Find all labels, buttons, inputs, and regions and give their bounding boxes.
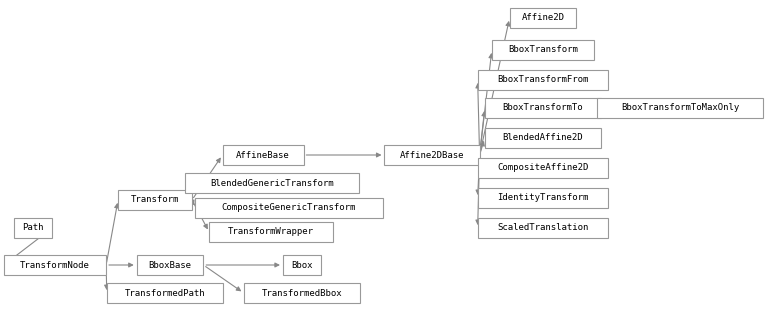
FancyBboxPatch shape: [478, 158, 608, 178]
FancyBboxPatch shape: [107, 283, 223, 303]
Text: TransformWrapper: TransformWrapper: [228, 228, 314, 237]
Text: AffineBase: AffineBase: [236, 151, 290, 160]
FancyBboxPatch shape: [185, 173, 359, 193]
FancyBboxPatch shape: [243, 283, 360, 303]
Text: BlendedGenericTransform: BlendedGenericTransform: [210, 178, 334, 187]
Text: BboxTransform: BboxTransform: [508, 45, 578, 54]
FancyBboxPatch shape: [510, 8, 577, 28]
FancyBboxPatch shape: [209, 222, 333, 242]
Text: Affine2D: Affine2D: [521, 13, 564, 23]
FancyBboxPatch shape: [485, 128, 601, 148]
FancyBboxPatch shape: [478, 188, 608, 208]
FancyBboxPatch shape: [137, 255, 204, 275]
FancyBboxPatch shape: [14, 218, 52, 238]
Text: Transform: Transform: [131, 196, 179, 204]
Text: BboxTransformToMaxOnly: BboxTransformToMaxOnly: [621, 104, 739, 112]
Text: TransformNode: TransformNode: [20, 260, 90, 269]
Text: BlendedAffine2D: BlendedAffine2D: [503, 134, 584, 142]
Text: CompositeGenericTransform: CompositeGenericTransform: [222, 203, 356, 213]
FancyBboxPatch shape: [283, 255, 321, 275]
Text: CompositeAffine2D: CompositeAffine2D: [498, 163, 589, 172]
FancyBboxPatch shape: [195, 198, 382, 218]
FancyBboxPatch shape: [4, 255, 106, 275]
FancyBboxPatch shape: [385, 145, 479, 165]
Text: BboxTransformTo: BboxTransformTo: [503, 104, 584, 112]
Text: ScaledTranslation: ScaledTranslation: [498, 223, 589, 233]
Text: Path: Path: [22, 223, 44, 233]
FancyBboxPatch shape: [492, 40, 594, 60]
FancyBboxPatch shape: [597, 98, 763, 118]
Text: TransformedBbox: TransformedBbox: [262, 289, 343, 297]
Text: TransformedPath: TransformedPath: [124, 289, 205, 297]
Text: Bbox: Bbox: [291, 260, 313, 269]
FancyBboxPatch shape: [118, 190, 192, 210]
FancyBboxPatch shape: [223, 145, 303, 165]
Text: IdentityTransform: IdentityTransform: [498, 193, 589, 203]
FancyBboxPatch shape: [478, 70, 608, 90]
Text: Affine2DBase: Affine2DBase: [400, 151, 464, 160]
FancyBboxPatch shape: [485, 98, 601, 118]
Text: BboxTransformFrom: BboxTransformFrom: [498, 75, 589, 85]
FancyBboxPatch shape: [478, 218, 608, 238]
Text: BboxBase: BboxBase: [148, 260, 191, 269]
